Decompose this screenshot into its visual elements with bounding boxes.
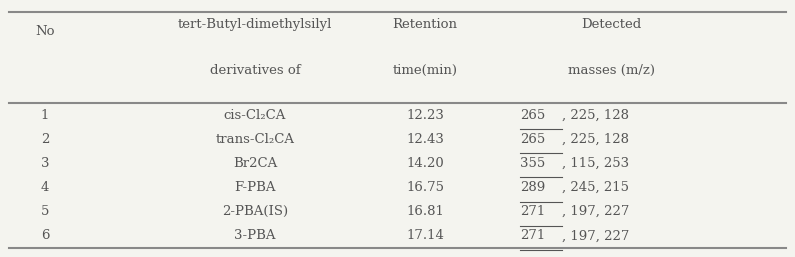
- Text: 265: 265: [520, 109, 545, 122]
- Text: cis-Cl₂CA: cis-Cl₂CA: [223, 109, 286, 122]
- Text: 2: 2: [41, 133, 49, 146]
- Text: 5: 5: [41, 205, 49, 218]
- Text: 12.23: 12.23: [406, 109, 444, 122]
- Text: 2-PBA(IS): 2-PBA(IS): [222, 205, 288, 218]
- Text: 355: 355: [520, 157, 545, 170]
- Text: , 245, 215: , 245, 215: [562, 181, 629, 194]
- Text: 271: 271: [520, 205, 545, 218]
- Text: time(min): time(min): [393, 63, 458, 77]
- Text: Br2CA: Br2CA: [233, 157, 277, 170]
- Text: 4: 4: [41, 181, 49, 194]
- Text: masses (m/z): masses (m/z): [568, 63, 655, 77]
- Text: 1: 1: [41, 109, 49, 122]
- Text: 14.20: 14.20: [406, 157, 444, 170]
- Text: 271: 271: [520, 230, 545, 242]
- Text: 16.81: 16.81: [406, 205, 444, 218]
- Text: 3: 3: [41, 157, 49, 170]
- Text: , 197, 227: , 197, 227: [562, 230, 630, 242]
- Text: , 225, 128: , 225, 128: [562, 133, 629, 146]
- Text: 3-PBA: 3-PBA: [235, 230, 276, 242]
- Text: 6: 6: [41, 230, 49, 242]
- Text: derivatives of: derivatives of: [210, 63, 301, 77]
- Text: F-PBA: F-PBA: [235, 181, 276, 194]
- Text: , 115, 253: , 115, 253: [562, 157, 629, 170]
- Text: 12.43: 12.43: [406, 133, 444, 146]
- Text: , 225, 128: , 225, 128: [562, 109, 629, 122]
- Text: tert-Butyl-dimethylsilyl: tert-Butyl-dimethylsilyl: [178, 18, 332, 31]
- Text: 16.75: 16.75: [406, 181, 444, 194]
- Text: , 197, 227: , 197, 227: [562, 205, 630, 218]
- Text: 289: 289: [520, 181, 545, 194]
- Text: Detected: Detected: [581, 18, 642, 31]
- Text: trans-Cl₂CA: trans-Cl₂CA: [215, 133, 294, 146]
- Text: Retention: Retention: [393, 18, 458, 31]
- Text: No: No: [35, 25, 55, 38]
- Text: 17.14: 17.14: [406, 230, 444, 242]
- Text: 265: 265: [520, 133, 545, 146]
